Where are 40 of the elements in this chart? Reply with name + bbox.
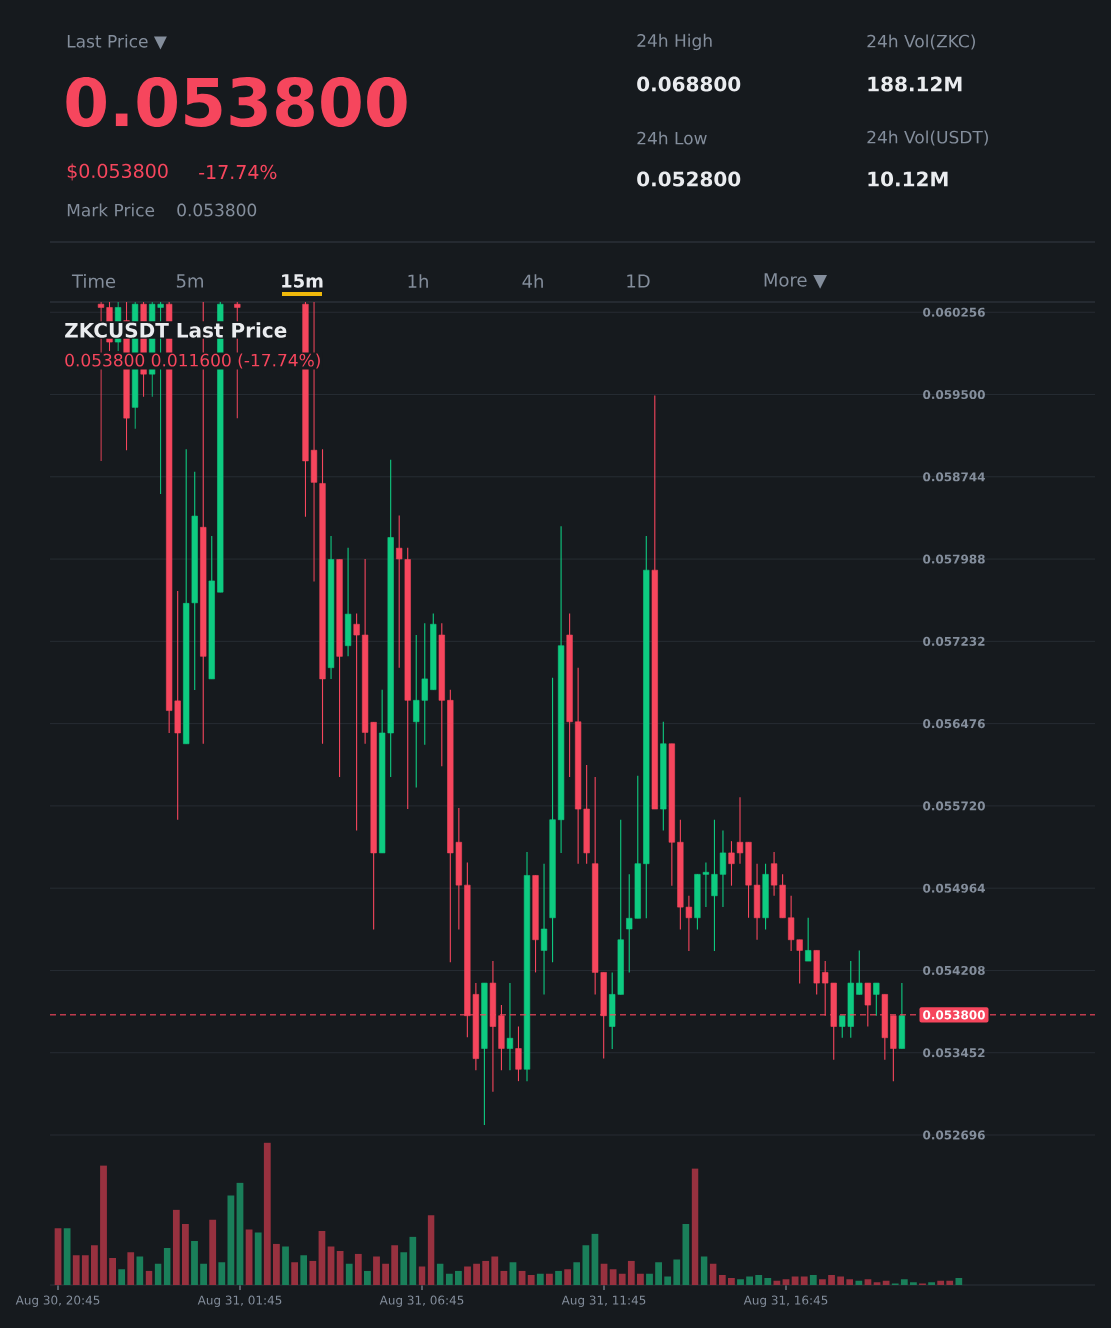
- x-tick-label: Aug 31, 16:45: [743, 1295, 828, 1307]
- text: 0.053800: [66, 77, 407, 127]
- text: 188.12M: [868, 76, 962, 92]
- y-tick-label: 0.052696: [923, 1130, 985, 1140]
- text: Time: [71, 274, 116, 288]
- y-tick-label: 0.053452: [923, 1048, 985, 1058]
- text: 24h Vol(USDT): [867, 130, 988, 146]
- text: 4h: [522, 274, 543, 288]
- text: 1D: [627, 274, 650, 288]
- text: 24h Vol(ZKC): [867, 34, 975, 50]
- y-tick-label: 0.060256: [923, 307, 985, 317]
- text: $0.053800: [67, 163, 168, 181]
- text: 0.052800: [637, 171, 741, 187]
- y-tick-label: 0.055720: [923, 801, 985, 811]
- y-tick-label: 0.056476: [923, 719, 985, 729]
- y-tick-label: 0.058744: [923, 472, 985, 482]
- text: 15m: [282, 274, 323, 288]
- text: -17.74%: [199, 164, 277, 180]
- text: 0.053800: [177, 203, 257, 217]
- y-tick-label: 0.057232: [923, 636, 985, 646]
- text: ZKCUSDT Last Price: [65, 322, 287, 338]
- x-tick-label: Aug 31, 06:45: [379, 1295, 464, 1307]
- text: 1h: [408, 274, 428, 288]
- text: 24h High: [637, 33, 712, 51]
- x-tick-label: Aug 31, 11:45: [561, 1295, 646, 1307]
- text: Last Price ▼: [67, 34, 167, 50]
- text: 5m: [176, 274, 203, 288]
- text: 0.053800 0.011600 (-17.74%): [65, 353, 320, 369]
- text: Mark Price: [67, 203, 155, 217]
- x-tick-label: Aug 31, 01:45: [197, 1295, 282, 1307]
- y-tick-label: 0.059500: [923, 389, 985, 400]
- y-tick-label: 0.054208: [923, 965, 985, 975]
- text: 24h Low: [637, 131, 707, 145]
- text: 10.12M: [868, 171, 948, 187]
- text: 0.068800: [637, 76, 741, 92]
- text: More ▼: [764, 273, 828, 289]
- y-tick-label: 0.057988: [923, 554, 985, 564]
- y-tick-label: 0.054964: [923, 883, 985, 893]
- x-tick-label: Aug 30, 20:45: [15, 1295, 100, 1307]
- ref-line-label: 0.053800: [923, 1010, 985, 1020]
